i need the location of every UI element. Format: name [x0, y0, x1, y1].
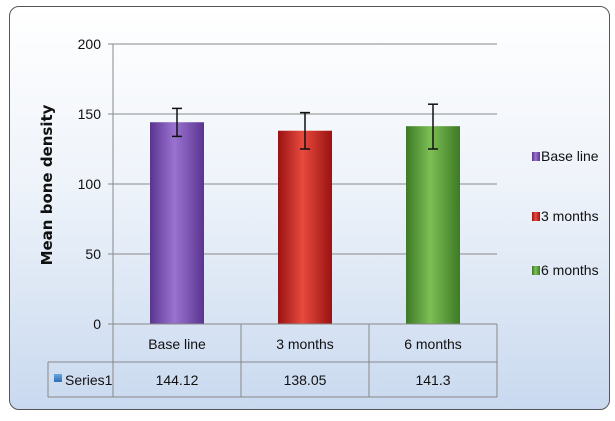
- bars: [150, 122, 460, 325]
- bar-3-months: [278, 130, 332, 324]
- bar-6-months: [406, 126, 460, 325]
- x-category-label: Base line: [148, 336, 206, 352]
- legend-label: 6 months: [541, 262, 599, 278]
- y-tick-label: 200: [78, 36, 102, 52]
- data-table: Base line 144.12 3 months 138.05 6 months 141…: [47, 324, 498, 398]
- series-key-icon: [54, 374, 62, 382]
- y-tick-label: 100: [78, 176, 102, 192]
- x-category-label: 6 months: [404, 336, 462, 352]
- chart-frame: Mean bone density 0 50 100 150 200 Base line…: [9, 6, 610, 410]
- bar-base-line: [150, 122, 204, 325]
- error-bars: [172, 103, 438, 150]
- y-tick-label: 50: [85, 246, 101, 262]
- legend-swatch: [532, 152, 540, 161]
- y-tick-label: 150: [78, 106, 102, 122]
- legend-label: Base line: [541, 148, 599, 164]
- table-row-label: Series1: [65, 372, 113, 388]
- legend-swatch: [532, 212, 540, 221]
- table-value: 141.3: [415, 372, 450, 388]
- legend: Base line 3 months 6 months: [532, 148, 599, 278]
- legend-swatch: [532, 266, 540, 275]
- x-category-label: 3 months: [276, 336, 334, 352]
- legend-label: 3 months: [541, 208, 599, 224]
- y-tick-label: 0: [93, 316, 101, 332]
- y-axis-title: Mean bone density: [38, 104, 56, 265]
- y-tick-labels: 0 50 100 150 200: [78, 36, 102, 332]
- chart-svg: Mean bone density 0 50 100 150 200 Base line…: [38, 36, 599, 398]
- table-value: 144.12: [156, 372, 199, 388]
- table-value: 138.05: [284, 372, 327, 388]
